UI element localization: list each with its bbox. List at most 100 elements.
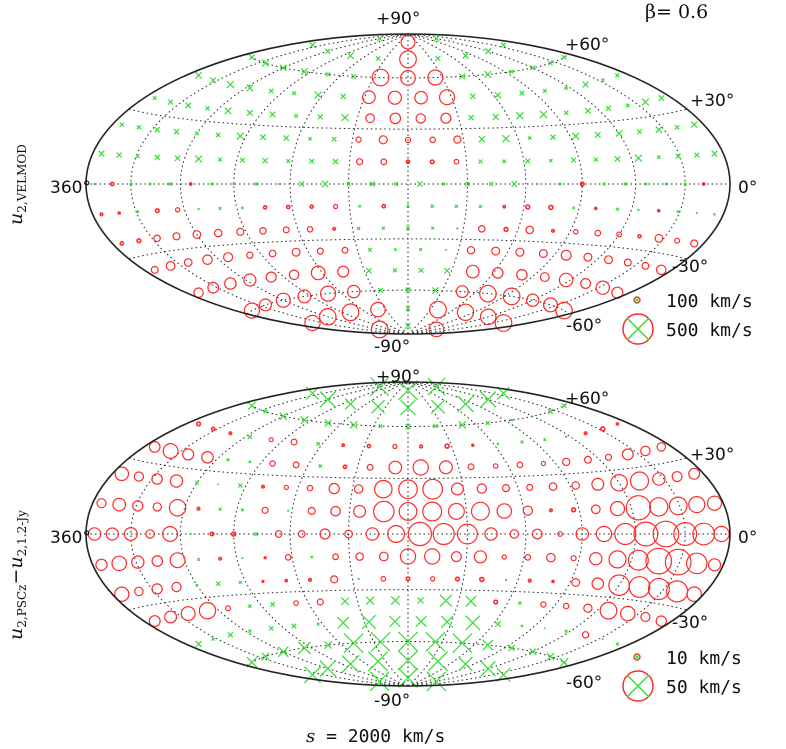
positive-velocity-circle <box>131 555 145 569</box>
positive-velocity-circle <box>429 300 447 319</box>
positive-velocity-circle <box>614 522 637 546</box>
negative-velocity-cross <box>341 113 349 122</box>
positive-velocity-circle <box>202 254 213 266</box>
positive-velocity-circle <box>392 443 398 450</box>
positive-velocity-circle <box>562 602 570 610</box>
positive-velocity-circle <box>633 521 659 547</box>
velmod-sky-panel <box>85 33 731 339</box>
positive-velocity-circle <box>196 421 202 427</box>
negative-velocity-cross <box>286 509 290 512</box>
negative-velocity-cross <box>418 247 423 252</box>
positive-velocity-circle <box>183 258 193 267</box>
negative-velocity-cross <box>197 207 200 211</box>
positive-velocity-circle <box>373 479 393 499</box>
positive-velocity-circle <box>150 265 159 274</box>
lat-label-plus60: +60° <box>565 389 609 409</box>
legend-label-large: 50 km/s <box>666 677 742 698</box>
positive-velocity-circle <box>509 529 520 539</box>
positive-velocity-circle <box>516 461 524 469</box>
negative-velocity-cross <box>356 226 361 231</box>
positive-velocity-circle <box>398 502 418 521</box>
positive-velocity-circle <box>320 285 337 302</box>
velocity-markers <box>93 34 723 339</box>
lon-label-left: 360° <box>50 178 91 198</box>
negative-velocity-cross <box>492 113 500 121</box>
positive-velocity-circle <box>333 203 339 210</box>
negative-velocity-cross <box>205 105 210 111</box>
positive-velocity-circle <box>550 228 556 233</box>
negative-velocity-cross <box>515 111 524 120</box>
negative-velocity-cross <box>563 110 569 116</box>
negative-velocity-cross <box>517 601 522 606</box>
positive-velocity-circle <box>362 90 376 105</box>
positive-velocity-circle <box>542 297 558 313</box>
negative-velocity-cross <box>418 267 424 274</box>
positive-velocity-circle <box>515 247 525 257</box>
positive-velocity-circle <box>438 460 453 475</box>
positive-velocity-circle <box>603 255 613 265</box>
positive-velocity-circle <box>188 182 193 186</box>
positive-velocity-circle <box>685 552 708 575</box>
negative-velocity-cross <box>261 59 270 67</box>
positive-velocity-circle <box>171 581 182 593</box>
positive-velocity-circle <box>595 280 611 295</box>
positive-velocity-circle <box>341 303 360 322</box>
negative-velocity-cross <box>277 646 289 658</box>
negative-velocity-cross <box>484 70 492 79</box>
negative-velocity-cross <box>388 615 401 628</box>
negative-velocity-cross <box>519 90 525 97</box>
negative-velocity-cross <box>309 158 315 164</box>
positive-velocity-circle <box>595 525 613 543</box>
positive-velocity-circle <box>346 284 361 299</box>
positive-velocity-circle <box>466 246 476 255</box>
negative-velocity-cross <box>529 648 537 656</box>
positive-velocity-circle <box>640 611 651 623</box>
negative-velocity-cross <box>248 54 256 61</box>
positive-velocity-circle <box>571 481 581 490</box>
positive-velocity-circle <box>165 261 176 271</box>
positive-velocity-circle <box>192 230 202 239</box>
positive-velocity-circle <box>164 610 178 624</box>
negative-velocity-cross <box>116 152 123 158</box>
parallel-line <box>128 457 688 479</box>
negative-velocity-cross <box>341 654 360 674</box>
positive-velocity-circle <box>526 293 540 307</box>
positive-velocity-circle <box>114 466 130 482</box>
negative-velocity-cross <box>404 322 412 330</box>
negative-velocity-cross <box>367 651 389 672</box>
positive-velocity-circle <box>269 460 276 467</box>
positive-velocity-circle <box>551 579 555 584</box>
positive-velocity-circle <box>261 579 265 584</box>
negative-velocity-cross <box>324 48 331 55</box>
negative-velocity-cross <box>496 442 500 446</box>
positive-velocity-circle <box>432 522 455 546</box>
negative-velocity-cross <box>317 113 324 120</box>
negative-velocity-cross <box>690 121 698 128</box>
negative-velocity-cross <box>641 98 650 106</box>
negative-velocity-cross <box>427 651 449 672</box>
legend-velmod: 100 km/s 500 km/s <box>622 291 753 345</box>
negative-velocity-cross <box>614 72 620 78</box>
positive-velocity-circle <box>309 204 315 209</box>
negative-velocity-cross <box>605 105 612 112</box>
positive-velocity-circle <box>713 525 730 543</box>
negative-velocity-cross <box>247 604 252 609</box>
positive-velocity-circle <box>415 113 426 124</box>
positive-velocity-circle <box>525 225 535 235</box>
meridian-line <box>407 381 686 687</box>
negative-velocity-cross <box>309 41 316 49</box>
positive-velocity-circle <box>453 158 460 165</box>
positive-velocity-circle <box>307 577 313 583</box>
legend-label-small: 100 km/s <box>666 291 753 312</box>
negative-velocity-cross <box>350 73 357 80</box>
positive-velocity-circle <box>570 555 577 562</box>
positive-velocity-circle <box>456 523 478 545</box>
positive-velocity-circle <box>332 553 340 561</box>
positive-velocity-circle <box>640 445 651 457</box>
negative-velocity-cross <box>593 157 599 162</box>
negative-velocity-cross <box>465 615 481 631</box>
positive-velocity-circle <box>619 605 636 622</box>
positive-velocity-circle <box>196 506 201 511</box>
sky-grid <box>86 33 730 335</box>
negative-velocity-cross <box>279 64 287 72</box>
